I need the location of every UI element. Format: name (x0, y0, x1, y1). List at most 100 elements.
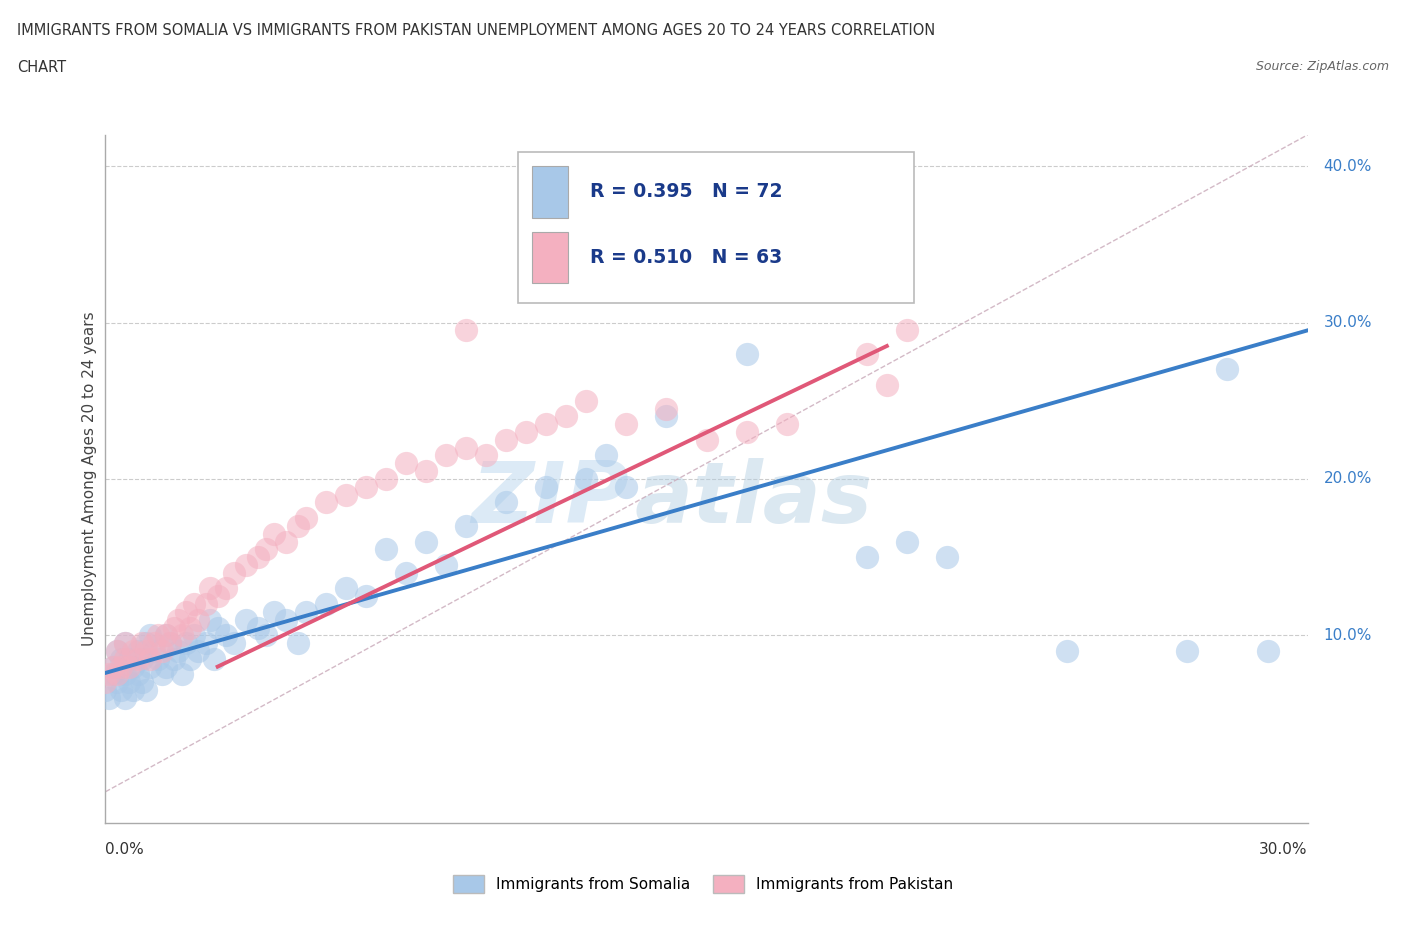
Point (354, 589, 377, 604)
Point (315, 495, 337, 510)
Text: 0.0%: 0.0% (105, 842, 145, 857)
Point (1257, 644, 1279, 658)
Point (142, 644, 165, 658)
Point (122, 683, 145, 698)
Point (114, 636, 136, 651)
Point (936, 550, 959, 565)
Legend: Immigrants from Somalia, Immigrants from Pakistan: Immigrants from Somalia, Immigrants from… (447, 870, 959, 899)
Point (263, 526, 285, 541)
Point (150, 667, 173, 682)
Point (214, 628, 236, 643)
Point (246, 620, 269, 635)
Point (179, 620, 201, 635)
Text: CHART: CHART (17, 60, 66, 75)
Point (107, 644, 129, 658)
Point (415, 464, 437, 479)
Point (222, 636, 245, 651)
Point (495, 432, 517, 447)
Point (118, 659, 141, 674)
Point (896, 323, 918, 338)
Point (222, 565, 245, 580)
Point (295, 511, 318, 525)
Point (815, 237, 838, 252)
Point (696, 432, 718, 447)
Text: 30.0%: 30.0% (1323, 315, 1372, 330)
Y-axis label: Unemployment Among Ages 20 to 24 years: Unemployment Among Ages 20 to 24 years (82, 312, 97, 646)
Point (107, 675, 129, 690)
Point (135, 644, 157, 658)
Bar (533, 232, 568, 283)
Text: atlas: atlas (634, 458, 873, 541)
Point (103, 667, 125, 682)
Text: ZIP: ZIP (471, 458, 628, 541)
Text: 10.0%: 10.0% (1323, 628, 1372, 643)
Point (335, 487, 357, 502)
Point (575, 472, 598, 486)
Point (131, 651, 153, 666)
Point (110, 659, 132, 674)
Point (118, 651, 141, 666)
Point (122, 644, 145, 658)
Point (146, 651, 169, 666)
Point (575, 393, 598, 408)
Point (495, 495, 517, 510)
Point (107, 644, 129, 658)
Point (207, 589, 229, 604)
Point (159, 636, 181, 651)
Point (194, 636, 217, 651)
Point (122, 659, 145, 674)
Point (179, 651, 201, 666)
Point (138, 651, 160, 666)
Point (131, 675, 153, 690)
Point (103, 659, 125, 674)
Point (274, 612, 297, 627)
Point (454, 518, 477, 533)
Point (374, 542, 398, 557)
Point (876, 378, 898, 392)
Point (170, 667, 193, 682)
Point (194, 597, 217, 612)
Point (202, 651, 225, 666)
Point (776, 417, 799, 432)
Point (174, 636, 197, 651)
Point (150, 644, 173, 658)
Point (159, 636, 181, 651)
Point (454, 440, 477, 455)
Bar (533, 166, 568, 218)
Point (655, 409, 678, 424)
Point (735, 425, 758, 440)
Point (1056, 644, 1078, 658)
Text: 20.0%: 20.0% (1323, 472, 1372, 486)
Point (287, 518, 309, 533)
Point (235, 612, 257, 627)
Point (735, 346, 758, 361)
Point (855, 550, 877, 565)
Point (138, 628, 160, 643)
Point (187, 612, 209, 627)
Point (274, 534, 297, 549)
Text: R = 0.395   N = 72: R = 0.395 N = 72 (591, 182, 782, 202)
Point (616, 479, 638, 494)
Point (354, 479, 377, 494)
Point (138, 659, 160, 674)
Point (475, 448, 498, 463)
Point (94, 675, 117, 690)
Text: IMMIGRANTS FROM SOMALIA VS IMMIGRANTS FROM PAKISTAN UNEMPLOYMENT AMONG AGES 20 T: IMMIGRANTS FROM SOMALIA VS IMMIGRANTS FR… (17, 23, 935, 38)
Point (295, 604, 318, 619)
Point (183, 597, 205, 612)
Point (110, 651, 132, 666)
Point (187, 644, 209, 658)
Point (254, 628, 277, 643)
Point (896, 534, 918, 549)
Point (434, 558, 457, 573)
Point (1177, 644, 1199, 658)
Point (114, 636, 136, 651)
Point (254, 542, 277, 557)
Point (155, 628, 177, 643)
Point (855, 346, 877, 361)
Point (110, 683, 132, 698)
Point (198, 612, 221, 627)
Point (796, 253, 818, 268)
Point (315, 597, 337, 612)
Point (246, 550, 269, 565)
